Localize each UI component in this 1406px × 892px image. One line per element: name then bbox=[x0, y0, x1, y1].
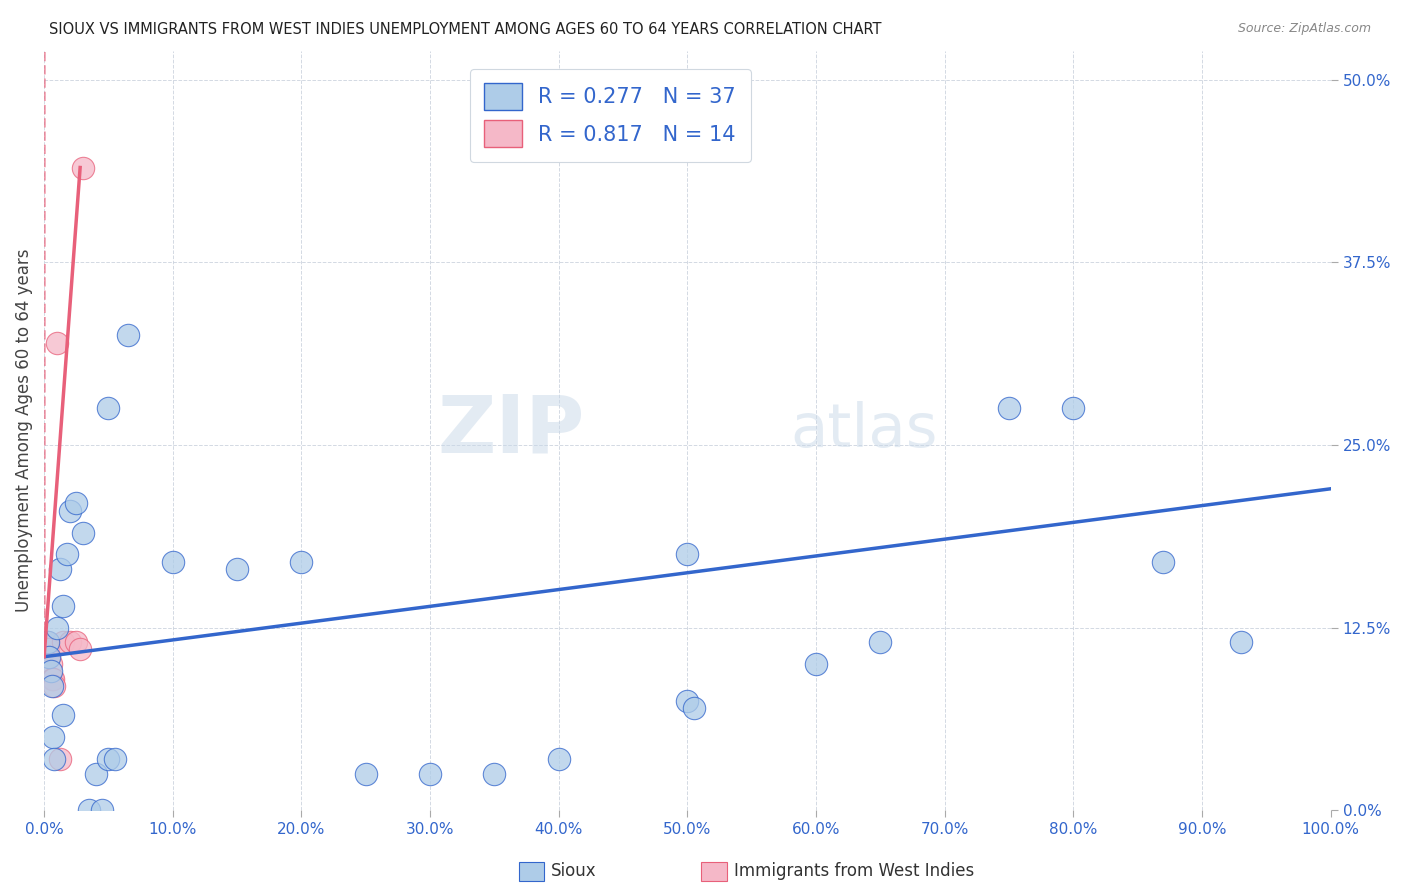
Point bbox=[35, 635, 58, 649]
Point bbox=[52, 635, 75, 649]
Point bbox=[59, 504, 82, 518]
Point bbox=[869, 635, 891, 649]
Point bbox=[41, 679, 63, 693]
Point bbox=[59, 635, 82, 649]
Point bbox=[72, 161, 94, 175]
Legend: R = 0.277   N = 37, R = 0.817   N = 14: R = 0.277 N = 37, R = 0.817 N = 14 bbox=[470, 69, 751, 161]
Point bbox=[676, 548, 699, 562]
Point bbox=[52, 708, 75, 723]
Point bbox=[38, 649, 60, 664]
Point bbox=[104, 752, 127, 766]
Point bbox=[48, 562, 70, 576]
Point bbox=[97, 752, 120, 766]
Point bbox=[41, 672, 63, 686]
Point bbox=[42, 672, 65, 686]
Point bbox=[39, 657, 62, 671]
Text: Source: ZipAtlas.com: Source: ZipAtlas.com bbox=[1237, 22, 1371, 36]
Point bbox=[72, 525, 94, 540]
Point bbox=[1152, 555, 1174, 569]
Text: ZIP: ZIP bbox=[437, 392, 585, 469]
Point bbox=[52, 599, 75, 613]
Point bbox=[682, 701, 704, 715]
Point bbox=[1229, 635, 1251, 649]
Point bbox=[77, 803, 100, 817]
Point bbox=[290, 555, 312, 569]
Point bbox=[37, 642, 59, 657]
Point bbox=[48, 752, 70, 766]
Point bbox=[46, 335, 69, 350]
Point bbox=[998, 401, 1021, 416]
Point bbox=[44, 752, 66, 766]
Text: Immigrants from West Indies: Immigrants from West Indies bbox=[734, 863, 974, 880]
Point bbox=[804, 657, 827, 671]
Point bbox=[162, 555, 184, 569]
Point bbox=[419, 766, 441, 780]
Point bbox=[46, 620, 69, 634]
Y-axis label: Unemployment Among Ages 60 to 64 years: Unemployment Among Ages 60 to 64 years bbox=[15, 249, 32, 612]
Point bbox=[1062, 401, 1084, 416]
Point bbox=[676, 693, 699, 707]
Point bbox=[484, 766, 506, 780]
Point bbox=[547, 752, 569, 766]
Point bbox=[37, 635, 59, 649]
Point bbox=[39, 665, 62, 679]
Text: atlas: atlas bbox=[790, 401, 938, 460]
Point bbox=[226, 562, 249, 576]
Point bbox=[69, 642, 91, 657]
Point bbox=[44, 679, 66, 693]
Point bbox=[65, 496, 87, 510]
Point bbox=[65, 635, 87, 649]
Text: Sioux: Sioux bbox=[551, 863, 596, 880]
Point bbox=[38, 649, 60, 664]
Text: SIOUX VS IMMIGRANTS FROM WEST INDIES UNEMPLOYMENT AMONG AGES 60 TO 64 YEARS CORR: SIOUX VS IMMIGRANTS FROM WEST INDIES UNE… bbox=[49, 22, 882, 37]
Point bbox=[84, 766, 107, 780]
Point bbox=[117, 328, 139, 343]
Point bbox=[91, 803, 114, 817]
Point bbox=[354, 766, 377, 780]
Point bbox=[56, 548, 79, 562]
Point bbox=[42, 730, 65, 744]
Point bbox=[97, 401, 120, 416]
